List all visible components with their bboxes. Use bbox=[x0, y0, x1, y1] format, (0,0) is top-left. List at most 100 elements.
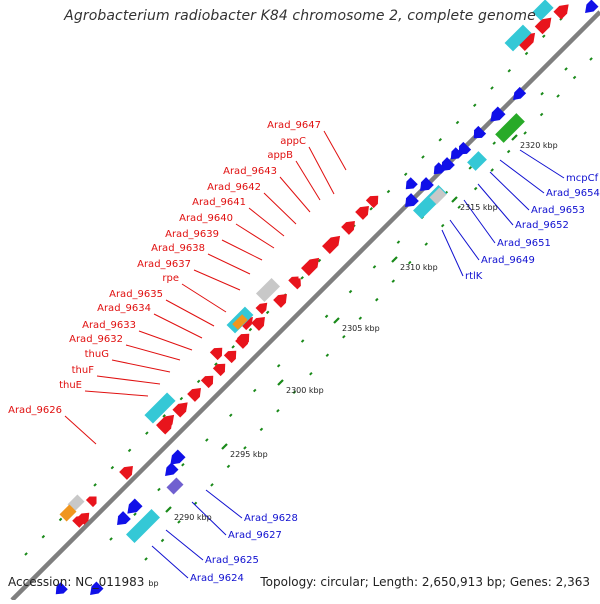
tick-row-label bbox=[109, 67, 568, 541]
leader-line bbox=[205, 489, 243, 519]
gene-label-reverse: Arad_9652 bbox=[515, 220, 569, 231]
leader-line bbox=[96, 375, 161, 385]
gene-label-forward: rpe bbox=[162, 273, 179, 284]
gene-arad-9627 bbox=[165, 462, 179, 476]
gene-label-forward: Arad_9637 bbox=[137, 259, 191, 270]
gene-arad-9640 bbox=[322, 235, 341, 254]
gene-rev-b1 bbox=[90, 581, 104, 595]
orange-feature-2 bbox=[59, 504, 77, 522]
gene-arad-9653 bbox=[473, 125, 487, 139]
tick-row-upper bbox=[24, 17, 563, 556]
major-tick bbox=[511, 134, 518, 141]
gene-fwd-b1 bbox=[157, 419, 173, 435]
major-tick bbox=[333, 317, 340, 324]
major-tick bbox=[451, 196, 458, 203]
orange-feature-1 bbox=[232, 314, 248, 330]
gene-label-reverse: Arad_9627 bbox=[228, 530, 282, 541]
gene-arad-9637 bbox=[273, 294, 287, 308]
tick-row-lower bbox=[144, 57, 593, 561]
gene-fwd-b6 bbox=[288, 276, 299, 287]
rna-feature-1 bbox=[144, 392, 176, 424]
leader-line bbox=[308, 146, 335, 195]
grey-feature-1 bbox=[255, 277, 281, 303]
gene-label-forward: Arad_9642 bbox=[207, 182, 261, 193]
gene-arad-9626 bbox=[119, 466, 133, 480]
gene-label-forward: Arad_9643 bbox=[223, 166, 277, 177]
gene-label-reverse: Arad_9649 bbox=[481, 255, 535, 266]
gene-label-reverse: rtlK bbox=[465, 271, 483, 282]
leader-line bbox=[279, 176, 311, 213]
gene-label-forward: thuG bbox=[85, 349, 109, 360]
gene-arad-9624 bbox=[117, 511, 131, 525]
gene-label-forward: Arad_9647 bbox=[267, 120, 321, 131]
tick-layer bbox=[24, 17, 593, 561]
tick-label: 2300 kbp bbox=[286, 386, 324, 395]
gene-arad-9654 bbox=[490, 106, 506, 122]
leader-line bbox=[207, 253, 251, 275]
leader-line bbox=[165, 529, 204, 561]
tick-label: 2290 kbp bbox=[174, 513, 212, 522]
gene-label-forward: thuE bbox=[59, 380, 82, 391]
chromosome-backbone bbox=[10, 10, 600, 602]
feature-layer bbox=[55, 0, 599, 595]
major-tick bbox=[277, 379, 284, 386]
grey-feature-3 bbox=[429, 187, 447, 205]
gene-fwd-b4 bbox=[239, 317, 253, 331]
leader-line bbox=[181, 283, 227, 313]
gene-appB bbox=[517, 32, 536, 51]
rna-feature-5 bbox=[126, 509, 160, 543]
gene-label-forward: thuF bbox=[72, 365, 95, 376]
gene-label-reverse: Arad_9628 bbox=[244, 513, 298, 524]
gene-fwd-b9 bbox=[72, 515, 85, 528]
gene-label-forward: Arad_9626 bbox=[8, 405, 62, 416]
gene-fwd-b3 bbox=[236, 333, 250, 347]
leader-line bbox=[153, 313, 203, 339]
accession-footer: Accession: NC_011983 bp bbox=[8, 575, 159, 589]
gene-label-reverse: Arad_9654 bbox=[546, 188, 600, 199]
accession-unit: bp bbox=[148, 579, 159, 588]
leader-line bbox=[463, 199, 496, 244]
leader-line bbox=[64, 415, 97, 445]
purple-feature-1 bbox=[166, 477, 184, 495]
gene-arad-9642 bbox=[355, 206, 369, 220]
leader-line bbox=[151, 545, 189, 579]
leader-line bbox=[84, 390, 149, 397]
tick-label: 2315 kbp bbox=[460, 203, 498, 212]
gene-label-forward: Arad_9634 bbox=[97, 303, 151, 314]
gene-rev-b5 bbox=[450, 147, 463, 160]
gene-rtlK bbox=[405, 193, 419, 207]
gene-fwd-b5 bbox=[255, 302, 268, 315]
gene-rev-b6 bbox=[585, 0, 599, 13]
gene-arad-9634 bbox=[223, 350, 237, 364]
leader-line bbox=[111, 359, 171, 373]
leader-line bbox=[221, 239, 263, 261]
leader-line bbox=[499, 159, 545, 194]
tick-label: 2295 kbp bbox=[230, 450, 268, 459]
gene-arad-9651 bbox=[441, 157, 455, 171]
leader-line bbox=[449, 219, 480, 261]
gene-arad-9652 bbox=[458, 141, 472, 155]
gene-label-forward: Arad_9633 bbox=[82, 320, 136, 331]
leader-line bbox=[441, 229, 464, 277]
tick-label: 2305 kbp bbox=[342, 324, 380, 333]
gene-label-reverse: Arad_9625 bbox=[205, 555, 259, 566]
gene-arad-9628 bbox=[170, 449, 186, 465]
tick-label: 2320 kbp bbox=[520, 141, 558, 150]
gene-label-forward: Arad_9635 bbox=[109, 289, 163, 300]
label-layer: 2290 kbp 2295 kbp 2300 kbp 2305 kbp 2310 kbp… bbox=[8, 120, 600, 584]
rna-feature-4 bbox=[532, 0, 554, 21]
leader-line bbox=[519, 149, 565, 179]
gene-label-forward: Arad_9639 bbox=[165, 229, 219, 240]
gene-rpe bbox=[251, 317, 265, 331]
major-tick bbox=[391, 256, 398, 263]
gene-label-forward: Arad_9632 bbox=[69, 334, 123, 345]
gene-label-reverse: mcpCf bbox=[566, 173, 599, 184]
gene-arad-9647 bbox=[553, 4, 569, 20]
leader-line bbox=[138, 330, 193, 351]
gene-arad-9625 bbox=[127, 498, 143, 514]
gene-rev-b4 bbox=[433, 162, 446, 175]
leader-line bbox=[477, 183, 514, 226]
gene-arad-9639 bbox=[301, 257, 320, 276]
gene-rev-b3 bbox=[405, 177, 418, 190]
